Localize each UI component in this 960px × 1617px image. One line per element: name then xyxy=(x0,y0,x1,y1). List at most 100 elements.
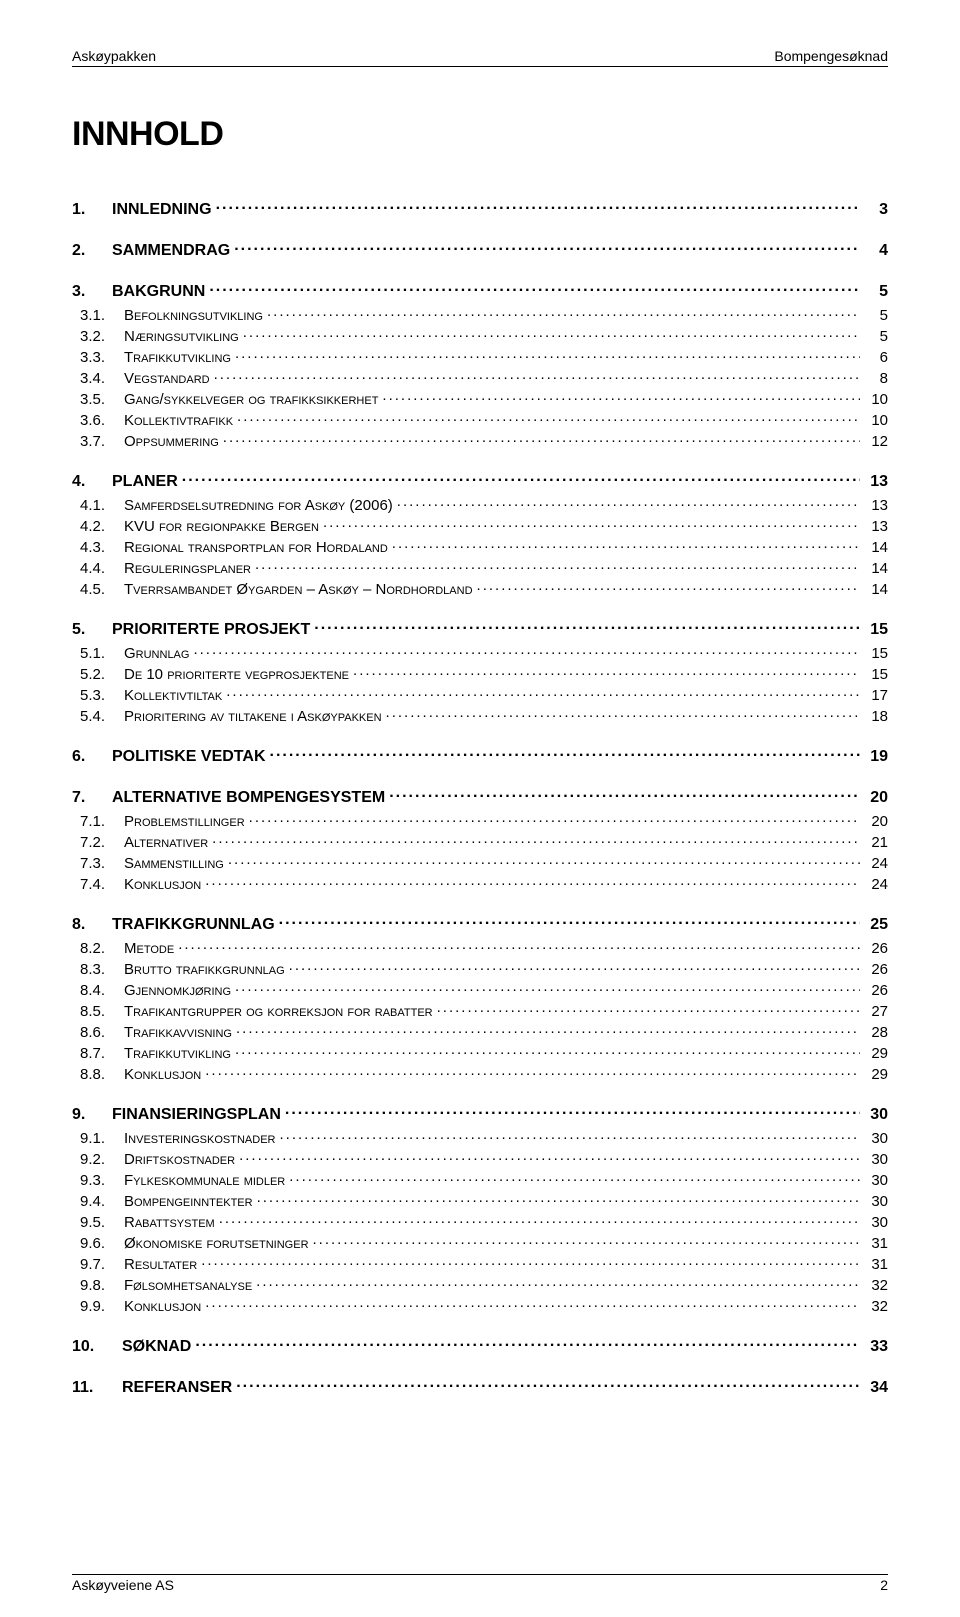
toc-label: REFERANSER xyxy=(122,1379,232,1397)
toc-leader xyxy=(382,389,860,404)
toc-entry[interactable]: 3.BAKGRUNN5 xyxy=(72,280,888,301)
toc-entry[interactable]: 8.3.Brutto trafikkgrunnlag26 xyxy=(72,959,888,978)
toc-page: 14 xyxy=(864,581,888,598)
toc-entry[interactable]: 9.8.Følsomhetsanalyse32 xyxy=(72,1275,888,1294)
toc-number: 9.1. xyxy=(72,1130,124,1147)
toc-label: Grunnlag xyxy=(124,645,189,662)
toc-number: 4.2. xyxy=(72,518,124,535)
toc-leader xyxy=(216,198,860,214)
toc-label: INNLEDNING xyxy=(112,201,212,219)
toc-entry[interactable]: 9.1.Investeringskostnader30 xyxy=(72,1128,888,1147)
toc-label: Brutto trafikkgrunnlag xyxy=(124,961,285,978)
toc-entry[interactable]: 8.TRAFIKKGRUNNLAG25 xyxy=(72,913,888,934)
toc-entry[interactable]: 5.1.Grunnlag15 xyxy=(72,643,888,662)
toc-entry[interactable]: 7.4.Konklusjon24 xyxy=(72,874,888,893)
toc-entry[interactable]: 3.4.Vegstandard8 xyxy=(72,368,888,387)
toc-entry[interactable]: 3.3.Trafikkutvikling6 xyxy=(72,347,888,366)
toc-page: 14 xyxy=(864,560,888,577)
toc-number: 8. xyxy=(72,916,112,934)
toc-entry[interactable]: 7.1.Problemstillinger20 xyxy=(72,811,888,830)
toc-entry[interactable]: 8.5.Trafikantgrupper og korreksjon for r… xyxy=(72,1001,888,1020)
toc-page: 30 xyxy=(864,1151,888,1168)
toc-label: Fylkeskommunale midler xyxy=(124,1172,285,1189)
toc-page: 32 xyxy=(864,1277,888,1294)
toc-entry[interactable]: 7.3.Sammenstilling24 xyxy=(72,853,888,872)
toc-entry[interactable]: 4.1.Samferdselsutredning for Askøy (2006… xyxy=(72,495,888,514)
toc-page: 12 xyxy=(864,433,888,450)
page-footer: Askøyveiene AS 2 xyxy=(72,1574,888,1593)
toc-number: 3.6. xyxy=(72,412,124,429)
toc-entry[interactable]: 4.4.Reguleringsplaner14 xyxy=(72,558,888,577)
toc-leader xyxy=(323,516,860,531)
toc-page: 5 xyxy=(864,328,888,345)
toc-entry[interactable]: 7.ALTERNATIVE BOMPENGESYSTEM20 xyxy=(72,786,888,807)
toc-page: 30 xyxy=(864,1130,888,1147)
toc-leader xyxy=(392,537,860,552)
toc-entry[interactable]: 3.7.Oppsummering12 xyxy=(72,431,888,450)
toc-entry[interactable]: 8.2.Metode26 xyxy=(72,938,888,957)
toc-entry[interactable]: 5.3.Kollektivtiltak17 xyxy=(72,685,888,704)
toc-number: 8.7. xyxy=(72,1045,124,1062)
toc-entry[interactable]: 8.6.Trafikkavvisning28 xyxy=(72,1022,888,1041)
toc-label: Vegstandard xyxy=(124,370,210,387)
toc-label: Resultater xyxy=(124,1256,197,1273)
toc-number: 1. xyxy=(72,201,112,219)
toc-label: Reguleringsplaner xyxy=(124,560,251,577)
toc-entry[interactable]: 8.4.Gjennomkjøring26 xyxy=(72,980,888,999)
toc-leader xyxy=(219,1212,860,1227)
toc-entry[interactable]: 5.PRIORITERTE PROSJEKT15 xyxy=(72,618,888,639)
toc-label: Tverrsambandet Øygarden – Askøy – Nordho… xyxy=(124,581,473,598)
toc-entry[interactable]: 9.9.Konklusjon32 xyxy=(72,1296,888,1315)
toc-entry[interactable]: 3.5.Gang/sykkelveger og trafikksikkerhet… xyxy=(72,389,888,408)
toc-entry[interactable]: 9.3.Fylkeskommunale midler30 xyxy=(72,1170,888,1189)
toc-label: Kollektivtiltak xyxy=(124,687,222,704)
toc-entry[interactable]: 2.SAMMENDRAG4 xyxy=(72,239,888,260)
toc-entry[interactable]: 3.1.Befolkningsutvikling5 xyxy=(72,305,888,324)
toc-label: FINANSIERINGSPLAN xyxy=(112,1106,281,1124)
toc-entry[interactable]: 10.SØKNAD33 xyxy=(72,1335,888,1356)
toc-entry[interactable]: 4.PLANER13 xyxy=(72,470,888,491)
toc-page: 24 xyxy=(864,855,888,872)
toc-leader xyxy=(397,495,860,510)
toc-entry[interactable]: 1.INNLEDNING3 xyxy=(72,198,888,219)
toc-page: 13 xyxy=(864,497,888,514)
toc-entry[interactable]: 4.2.KVU for regionpakke Bergen13 xyxy=(72,516,888,535)
toc-entry[interactable]: 5.2.De 10 prioriterte vegprosjektene15 xyxy=(72,664,888,683)
toc-page: 10 xyxy=(864,391,888,408)
toc-leader xyxy=(270,745,861,761)
toc-entry[interactable]: 6.POLITISKE VEDTAK19 xyxy=(72,745,888,766)
toc-leader xyxy=(285,1103,860,1119)
toc-entry[interactable]: 3.6.Kollektivtrafikk10 xyxy=(72,410,888,429)
toc-entry[interactable]: 4.3.Regional transportplan for Hordaland… xyxy=(72,537,888,556)
toc-entry[interactable]: 4.5.Tverrsambandet Øygarden – Askøy – No… xyxy=(72,579,888,598)
toc-number: 4.3. xyxy=(72,539,124,556)
toc-label: Problemstillinger xyxy=(124,813,245,830)
toc-entry[interactable]: 7.2.Alternativer21 xyxy=(72,832,888,851)
toc-entry[interactable]: 8.7.Trafikkutvikling29 xyxy=(72,1043,888,1062)
toc-leader xyxy=(237,410,860,425)
toc-number: 3.4. xyxy=(72,370,124,387)
toc-page: 15 xyxy=(864,645,888,662)
toc-number: 9.7. xyxy=(72,1256,124,1273)
toc-leader xyxy=(214,368,860,383)
toc-label: Kollektivtrafikk xyxy=(124,412,233,429)
toc-entry[interactable]: 9.FINANSIERINGSPLAN30 xyxy=(72,1103,888,1124)
toc-entry[interactable]: 9.2.Driftskostnader30 xyxy=(72,1149,888,1168)
toc-page: 30 xyxy=(864,1214,888,1231)
toc-entry[interactable]: 9.5.Rabattsystem30 xyxy=(72,1212,888,1231)
toc-number: 8.6. xyxy=(72,1024,124,1041)
toc-page: 26 xyxy=(864,961,888,978)
toc-entry[interactable]: 5.4.Prioritering av tiltakene i Askøypak… xyxy=(72,706,888,725)
toc-entry[interactable]: 9.7.Resultater31 xyxy=(72,1254,888,1273)
toc-leader xyxy=(209,280,860,296)
toc-entry[interactable]: 11.REFERANSER34 xyxy=(72,1376,888,1397)
toc-entry[interactable]: 8.8.Konklusjon29 xyxy=(72,1064,888,1083)
toc-page: 6 xyxy=(864,349,888,366)
toc-entry[interactable]: 3.2.Næringsutvikling5 xyxy=(72,326,888,345)
toc-leader xyxy=(201,1254,860,1269)
toc-leader xyxy=(386,706,860,721)
toc-number: 3.1. xyxy=(72,307,124,324)
toc-leader xyxy=(256,1275,860,1290)
toc-entry[interactable]: 9.6.Økonomiske forutsetninger31 xyxy=(72,1233,888,1252)
toc-entry[interactable]: 9.4.Bompengeinntekter30 xyxy=(72,1191,888,1210)
